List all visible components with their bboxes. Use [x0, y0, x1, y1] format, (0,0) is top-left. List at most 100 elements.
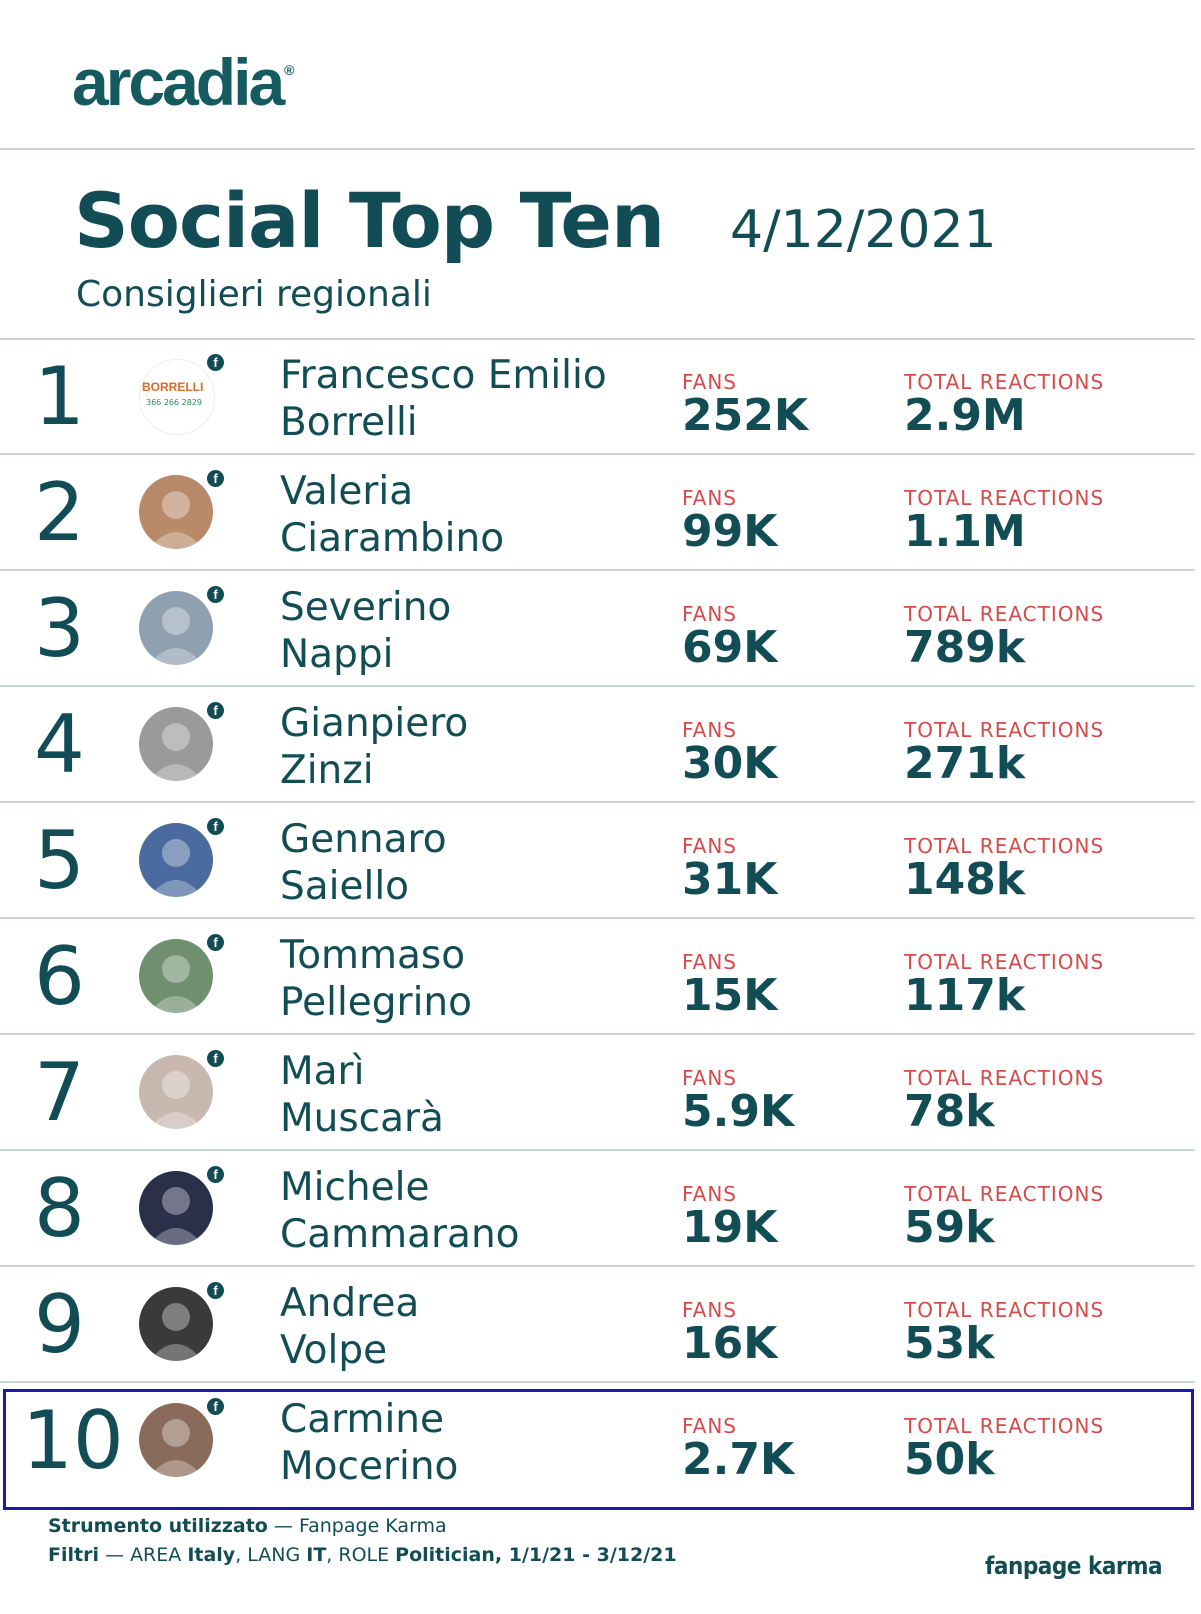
person-silhouette-icon — [149, 607, 203, 665]
facebook-icon: f — [207, 702, 224, 719]
fans-label: FANS — [682, 1414, 738, 1438]
fans-value: 69K — [682, 622, 778, 673]
rank-number: 8 — [34, 1162, 85, 1255]
reactions-label: TOTAL REACTIONS — [904, 602, 1105, 626]
reactions-label: TOTAL REACTIONS — [904, 1066, 1105, 1090]
reactions-value: 59k — [904, 1202, 995, 1253]
table-row: 4 f Gianpiero Zinzi FANS 30K TOTAL REACTIONS 27… — [0, 688, 1195, 803]
header-divider — [0, 148, 1195, 150]
row-divider — [0, 917, 1195, 919]
facebook-icon: f — [207, 354, 224, 371]
rank-number: 3 — [34, 582, 85, 675]
rank-number: 4 — [34, 698, 85, 791]
reactions-value: 2.9M — [904, 390, 1026, 441]
facebook-icon: f — [207, 1282, 224, 1299]
facebook-icon: f — [207, 1398, 224, 1415]
reactions-label: TOTAL REACTIONS — [904, 834, 1105, 858]
table-row: 8 f Michele Cammarano FANS 19K TOTAL REACTIONS… — [0, 1152, 1195, 1267]
row-divider — [0, 1149, 1195, 1151]
row-divider — [0, 569, 1195, 571]
table-row: 6 f Tommaso Pellegrino FANS 15K TOTAL REACTION… — [0, 920, 1195, 1035]
rank-number: 9 — [34, 1278, 85, 1371]
reactions-label: TOTAL REACTIONS — [904, 1414, 1105, 1438]
table-row: 5 f Gennaro Saiello FANS 31K TOTAL REACTIONS 14… — [0, 804, 1195, 919]
person-silhouette-icon — [149, 955, 203, 1013]
politician-name: Severino Nappi — [280, 585, 452, 677]
avatar-logo-phone: 366 266 2829 — [146, 398, 202, 407]
row-divider — [0, 453, 1195, 455]
fans-label: FANS — [682, 1298, 738, 1322]
footer-filters: Filtri — AREA Italy, LANG IT, ROLE Polit… — [48, 1544, 677, 1566]
politician-name: Francesco Emilio Borrelli — [280, 353, 607, 445]
fans-value: 15K — [682, 970, 778, 1021]
reactions-value: 117k — [904, 970, 1026, 1021]
row-divider — [0, 1265, 1195, 1267]
highlight-box — [3, 1389, 1194, 1510]
fans-label: FANS — [682, 950, 738, 974]
row-divider — [0, 801, 1195, 803]
facebook-icon: f — [207, 586, 224, 603]
reactions-label: TOTAL REACTIONS — [904, 950, 1105, 974]
table-row: 1 BORRELLI 366 266 2829 f Francesco Emilio Bo… — [0, 340, 1195, 455]
reactions-value: 78k — [904, 1086, 995, 1137]
reactions-value: 1.1M — [904, 506, 1026, 557]
politician-name: Gianpiero Zinzi — [280, 701, 469, 793]
fans-label: FANS — [682, 718, 738, 742]
facebook-icon: f — [207, 1166, 224, 1183]
avatar — [139, 1171, 213, 1245]
facebook-icon: f — [207, 1050, 224, 1067]
row-divider — [0, 685, 1195, 687]
rank-number: 1 — [34, 350, 85, 443]
avatar — [139, 939, 213, 1013]
reactions-value: 53k — [904, 1318, 995, 1369]
table-row: 9 f Andrea Volpe FANS 16K TOTAL REACTIONS 53k — [0, 1268, 1195, 1383]
politician-name: Michele Cammarano — [280, 1165, 520, 1257]
rank-number: 10 — [22, 1394, 124, 1487]
fans-value: 252K — [682, 390, 808, 441]
politician-name: Marì Muscarà — [280, 1049, 444, 1141]
person-silhouette-icon — [149, 839, 203, 897]
table-row: 7 f Marì Muscarà FANS 5.9K TOTAL REACTIONS 78k — [0, 1036, 1195, 1151]
reactions-label: TOTAL REACTIONS — [904, 1182, 1105, 1206]
person-silhouette-icon — [149, 723, 203, 781]
person-silhouette-icon — [149, 1419, 203, 1477]
reactions-label: TOTAL REACTIONS — [904, 718, 1105, 742]
table-row: 3 f Severino Nappi FANS 69K TOTAL REACTIONS 789… — [0, 572, 1195, 687]
fans-value: 5.9K — [682, 1086, 795, 1137]
reactions-value: 148k — [904, 854, 1026, 905]
fans-value: 30K — [682, 738, 778, 789]
politician-name: Andrea Volpe — [280, 1281, 420, 1373]
reactions-value: 50k — [904, 1434, 995, 1485]
avatar — [139, 1287, 213, 1361]
fans-value: 2.7K — [682, 1434, 795, 1485]
person-silhouette-icon — [149, 1187, 203, 1245]
page-subtitle: Consiglieri regionali — [76, 274, 432, 315]
fans-label: FANS — [682, 1182, 738, 1206]
avatar — [139, 591, 213, 665]
rank-number: 6 — [34, 930, 85, 1023]
fans-label: FANS — [682, 370, 738, 394]
fanpage-karma-logo: fanpage karma — [985, 1552, 1163, 1580]
avatar — [139, 475, 213, 549]
politician-name: Gennaro Saiello — [280, 817, 447, 909]
facebook-icon: f — [207, 934, 224, 951]
facebook-icon: f — [207, 818, 224, 835]
reactions-label: TOTAL REACTIONS — [904, 370, 1105, 394]
row-divider — [0, 1033, 1195, 1035]
title-divider — [0, 338, 1195, 340]
fans-label: FANS — [682, 834, 738, 858]
rank-number: 2 — [34, 466, 85, 559]
rank-number: 5 — [34, 814, 85, 907]
fans-value: 19K — [682, 1202, 778, 1253]
person-silhouette-icon — [149, 1303, 203, 1361]
reactions-label: TOTAL REACTIONS — [904, 486, 1105, 510]
politician-name: Carmine Mocerino — [280, 1397, 459, 1489]
avatar — [139, 1403, 213, 1477]
row-divider — [0, 1381, 1195, 1383]
fans-value: 31K — [682, 854, 778, 905]
arcadia-logo: arcadia ® — [72, 45, 295, 119]
fans-label: FANS — [682, 486, 738, 510]
table-row: 10 f Carmine Mocerino FANS 2.7K TOTAL REACTION… — [0, 1384, 1195, 1499]
avatar-logo-text: BORRELLI — [142, 380, 204, 394]
reactions-value: 271k — [904, 738, 1026, 789]
